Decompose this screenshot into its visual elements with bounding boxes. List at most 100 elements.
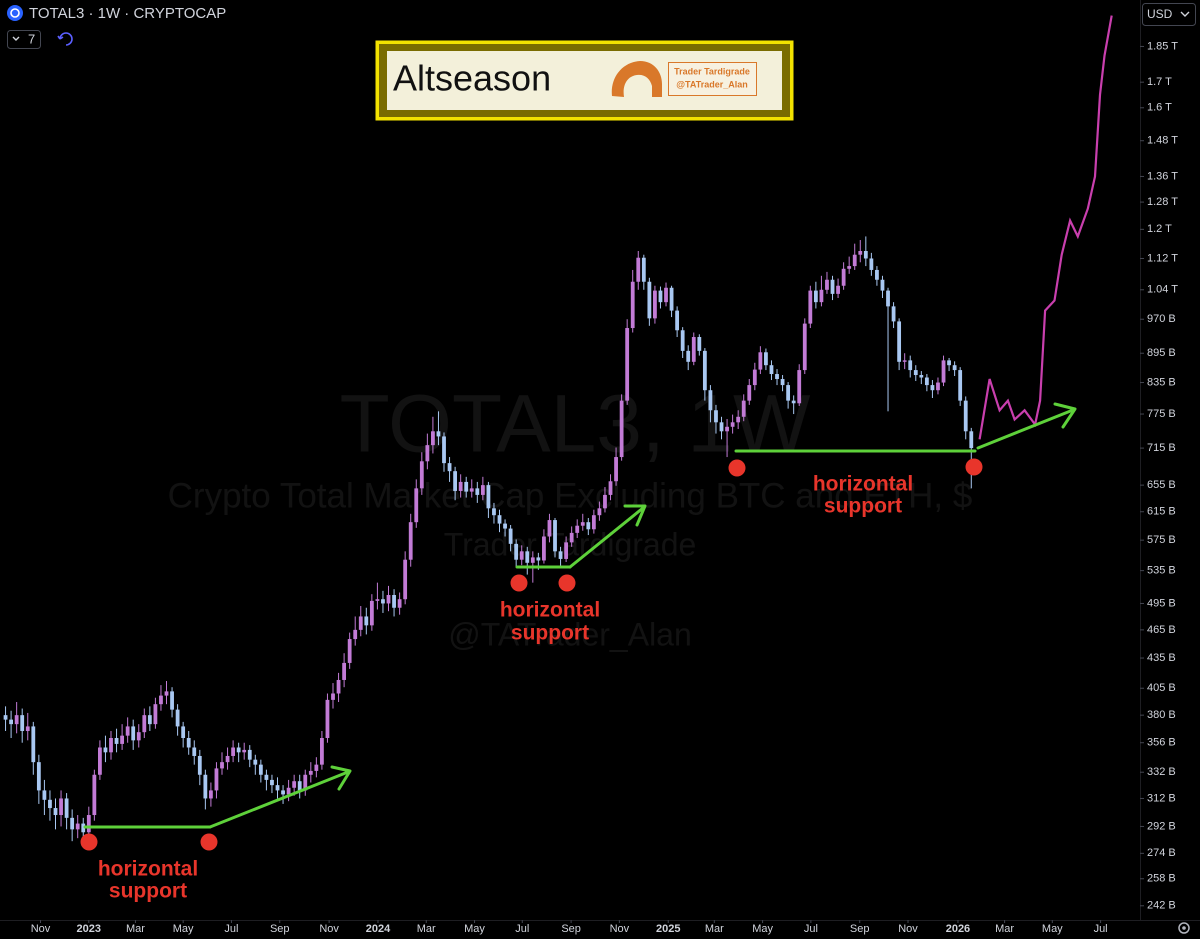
annotation-text: support bbox=[109, 880, 187, 903]
currency-button[interactable] bbox=[1142, 3, 1196, 26]
candle-body bbox=[797, 370, 802, 404]
x-tick-label: Mar bbox=[705, 923, 724, 935]
candle-body bbox=[486, 485, 491, 509]
title-box: Altseason Trader Tardigrade @TATrader_Al… bbox=[375, 40, 794, 121]
y-tick-label: 1.2 T bbox=[1147, 223, 1172, 235]
candle-body bbox=[780, 379, 785, 386]
candle-body bbox=[919, 375, 924, 378]
candle-body bbox=[714, 410, 718, 423]
annotation-text: horizontal bbox=[813, 473, 913, 496]
candle-body bbox=[947, 360, 951, 366]
candle-body bbox=[808, 290, 813, 324]
credit-handle: @TATrader_Alan bbox=[676, 79, 747, 89]
candle-body bbox=[830, 279, 835, 294]
candle-body bbox=[209, 790, 213, 799]
x-tick-label: May bbox=[464, 923, 485, 935]
candle-body bbox=[147, 715, 152, 725]
candle-body bbox=[336, 679, 341, 694]
y-tick-label: 465 B bbox=[1147, 624, 1176, 636]
candle-body bbox=[464, 481, 469, 492]
watermark-description: Crypto Total Market Cap Excluding BTC an… bbox=[168, 476, 973, 515]
candle-body bbox=[242, 749, 247, 753]
candle-body bbox=[458, 481, 463, 491]
candle-body bbox=[580, 522, 585, 526]
y-tick-label: 1.04 T bbox=[1147, 284, 1178, 296]
candle-body bbox=[314, 764, 319, 771]
candle-body bbox=[791, 400, 796, 404]
y-tick-label: 495 B bbox=[1147, 597, 1176, 609]
candle-body bbox=[586, 522, 591, 530]
candle-body bbox=[497, 515, 502, 524]
x-tick-label: Jul bbox=[1094, 923, 1108, 935]
support-dot bbox=[510, 574, 528, 592]
candle-body bbox=[197, 755, 202, 775]
symbol-icon[interactable] bbox=[7, 5, 23, 21]
plot-area bbox=[3, 15, 1113, 845]
candle-body bbox=[369, 600, 374, 626]
candle-body bbox=[736, 416, 741, 423]
trend-arrow bbox=[568, 506, 645, 569]
candle-body bbox=[358, 616, 363, 630]
indicator-toggle[interactable] bbox=[7, 30, 41, 49]
candle-body bbox=[475, 488, 480, 495]
candle-body bbox=[331, 693, 335, 700]
candle-body bbox=[952, 365, 957, 371]
y-tick-label: 1.7 T bbox=[1147, 76, 1172, 88]
refresh-icon[interactable] bbox=[57, 32, 73, 46]
support-dot bbox=[965, 458, 983, 476]
y-tick-label: 292 B bbox=[1147, 820, 1176, 832]
arrow-head bbox=[1053, 402, 1077, 429]
logo bbox=[611, 61, 662, 97]
trend-arrow bbox=[208, 770, 350, 829]
indicator-count: 7 bbox=[28, 31, 35, 46]
settings-icon[interactable] bbox=[1178, 922, 1190, 934]
candle-body bbox=[386, 595, 391, 604]
y-tick-label: 1.12 T bbox=[1147, 252, 1178, 264]
candle-body bbox=[48, 799, 52, 809]
candle-body bbox=[664, 287, 668, 303]
x-tick-label: Sep bbox=[270, 923, 290, 935]
candle-body bbox=[186, 737, 191, 748]
y-tick-label: 775 B bbox=[1147, 408, 1176, 420]
y-tick-label: 535 B bbox=[1147, 565, 1176, 577]
symbol-title[interactable]: TOTAL3 · 1W · CRYPTOCAP bbox=[29, 5, 226, 22]
candle-body bbox=[769, 365, 774, 375]
y-tick-label: 1.48 T bbox=[1147, 135, 1178, 147]
candle-body bbox=[92, 774, 97, 816]
candle-body bbox=[3, 715, 8, 720]
candle-body bbox=[863, 251, 868, 259]
candle-body bbox=[730, 422, 735, 427]
arrow-head bbox=[623, 504, 647, 527]
candle-body bbox=[264, 774, 269, 780]
candle-body bbox=[675, 310, 680, 331]
y-tick-label: 356 B bbox=[1147, 737, 1176, 749]
candle-body bbox=[320, 737, 324, 765]
candle-body bbox=[686, 350, 691, 362]
watermark-author: Trader Tardigrade bbox=[444, 526, 697, 562]
candle-body bbox=[836, 285, 840, 294]
y-tick-label: 1.36 T bbox=[1147, 170, 1178, 182]
candle-body bbox=[236, 747, 241, 753]
candle-body bbox=[680, 330, 685, 351]
candle-body bbox=[120, 735, 125, 744]
candle-body bbox=[913, 370, 918, 376]
candle-body bbox=[702, 350, 707, 391]
candle-body bbox=[59, 798, 63, 816]
candle-body bbox=[159, 695, 163, 705]
candle-body bbox=[875, 269, 879, 280]
x-tick-label: Jul bbox=[224, 923, 238, 935]
support-dot bbox=[200, 833, 218, 851]
candle-body bbox=[697, 337, 702, 351]
credit-box bbox=[668, 62, 757, 96]
candle-body bbox=[764, 352, 768, 366]
candle-body bbox=[880, 279, 885, 291]
candle-body bbox=[492, 508, 496, 516]
candle-body bbox=[525, 551, 530, 563]
annotation-text: support bbox=[511, 622, 589, 645]
candle-body bbox=[553, 520, 557, 552]
y-tick-label: 715 B bbox=[1147, 442, 1176, 454]
candle-body bbox=[431, 431, 435, 446]
candle-body bbox=[281, 790, 285, 795]
y-tick-label: 575 B bbox=[1147, 534, 1176, 546]
